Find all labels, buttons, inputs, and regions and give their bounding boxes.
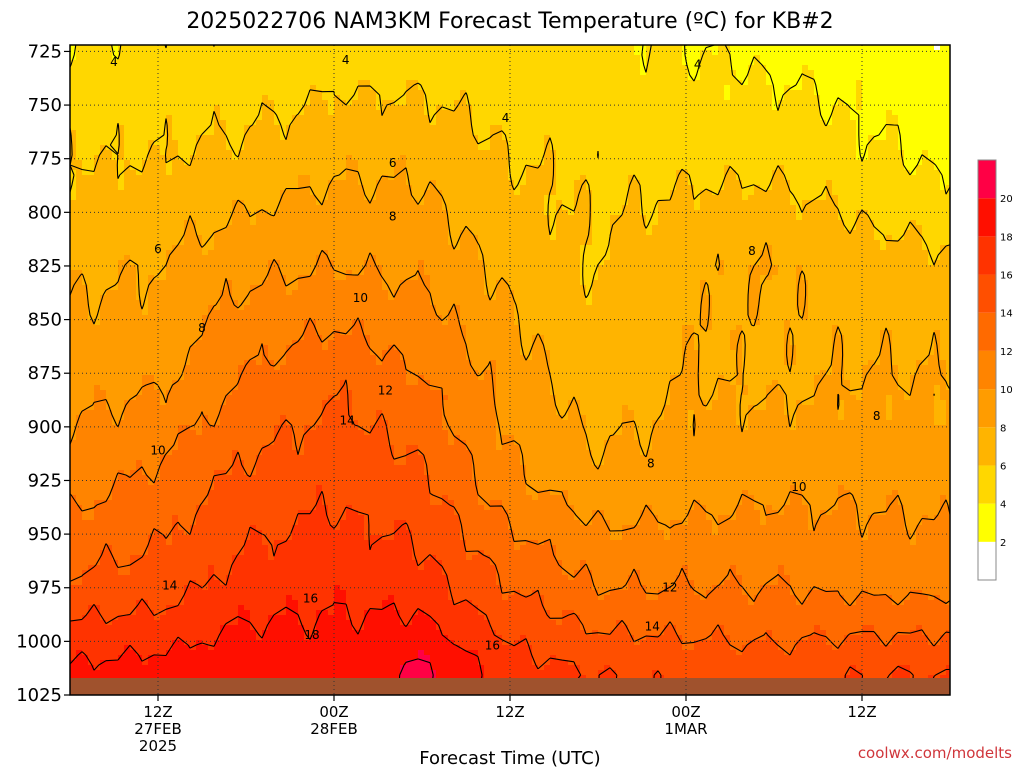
colorbar-swatch <box>978 465 996 503</box>
colorbar-swatch <box>978 427 996 465</box>
contour-label: 4 <box>110 55 118 69</box>
x-tick-label: 12Z <box>495 703 524 721</box>
colorbar-swatch <box>978 236 996 274</box>
x-tick-label: 12Z <box>847 703 876 721</box>
colorbar-label: 4 <box>1000 500 1006 511</box>
colorbar-swatch <box>978 275 996 313</box>
x-tick-label: 00Z <box>671 703 700 721</box>
contour-label: 10 <box>150 443 165 457</box>
contour-label: 8 <box>198 321 206 335</box>
contour-label: 4 <box>342 53 350 67</box>
y-tick-label: 950 <box>28 524 62 545</box>
contour-label: 18 <box>304 628 319 642</box>
contour-label: 12 <box>662 581 677 595</box>
x-tick-label: 27FEB <box>134 720 181 738</box>
colorbar-label: 12 <box>1000 347 1013 358</box>
x-tick-label: 12Z <box>143 703 172 721</box>
y-tick-label: 750 <box>28 95 62 116</box>
x-tick-label: 2025 <box>139 737 177 755</box>
y-tick-label: 1025 <box>16 685 62 706</box>
colorbar-swatch <box>978 504 996 542</box>
y-tick-label: 825 <box>28 256 62 277</box>
x-tick-label: 00Z <box>319 703 348 721</box>
x-tick-label: 28FEB <box>310 720 357 738</box>
x-axis-label: Forecast Time (UTC) <box>419 748 600 768</box>
colorbar-swatch <box>978 313 996 351</box>
colorbar-swatch <box>978 160 996 198</box>
colorbar-label: 10 <box>1000 385 1013 396</box>
y-tick-label: 975 <box>28 578 62 599</box>
surface-ground <box>70 678 950 695</box>
contour-label: 6 <box>389 156 397 170</box>
y-axis: 725 750 775 800 825 850 875 900 925 950 975 1000 102… <box>16 41 70 706</box>
temperature-field <box>70 45 953 696</box>
colorbar-label: 2 <box>1000 538 1006 549</box>
colorbar-label: 20 <box>1000 194 1013 205</box>
credit-text: coolwx.com/modelts <box>858 744 1012 762</box>
colorbar-label: 18 <box>1000 232 1013 243</box>
contour-label: 10 <box>353 291 368 305</box>
chart-title: 2025022706 NAM3KM Forecast Temperature (… <box>186 9 833 34</box>
colorbar-label: 8 <box>1000 423 1006 434</box>
contour-label: 8 <box>647 456 655 470</box>
contour-label: 14 <box>340 413 355 427</box>
contour-label: 4 <box>502 111 510 125</box>
contour-label: 8 <box>748 244 756 258</box>
contour-label: 6 <box>154 242 162 256</box>
contour-label: 14 <box>645 619 660 633</box>
colorbar-label: 6 <box>1000 461 1006 472</box>
colorbar: 2 4 6 8 10 12 14 16 18 20 <box>978 160 1013 580</box>
contour-label: 14 <box>162 579 177 593</box>
y-tick-label: 850 <box>28 310 62 331</box>
colorbar-swatch <box>978 351 996 389</box>
y-tick-label: 775 <box>28 149 62 170</box>
colorbar-swatch <box>978 542 996 580</box>
y-tick-label: 800 <box>28 202 62 223</box>
y-tick-label: 900 <box>28 417 62 438</box>
contour-label: 16 <box>303 591 318 605</box>
contour-label: 10 <box>791 480 806 494</box>
y-tick-label: 875 <box>28 363 62 384</box>
contour-label: 8 <box>873 409 881 423</box>
contour-label: 4 <box>694 57 702 71</box>
colorbar-swatch <box>978 198 996 236</box>
contour-label: 8 <box>389 210 397 224</box>
colorbar-label: 16 <box>1000 271 1013 282</box>
contour-label: 16 <box>485 639 500 653</box>
x-tick-label: 1MAR <box>664 720 707 738</box>
y-tick-label: 925 <box>28 470 62 491</box>
contour-label: 12 <box>378 383 393 397</box>
colorbar-swatch <box>978 389 996 427</box>
surface-layer <box>70 678 950 695</box>
y-tick-label: 1000 <box>16 631 62 652</box>
colorbar-label: 14 <box>1000 309 1013 320</box>
y-tick-label: 725 <box>28 41 62 62</box>
